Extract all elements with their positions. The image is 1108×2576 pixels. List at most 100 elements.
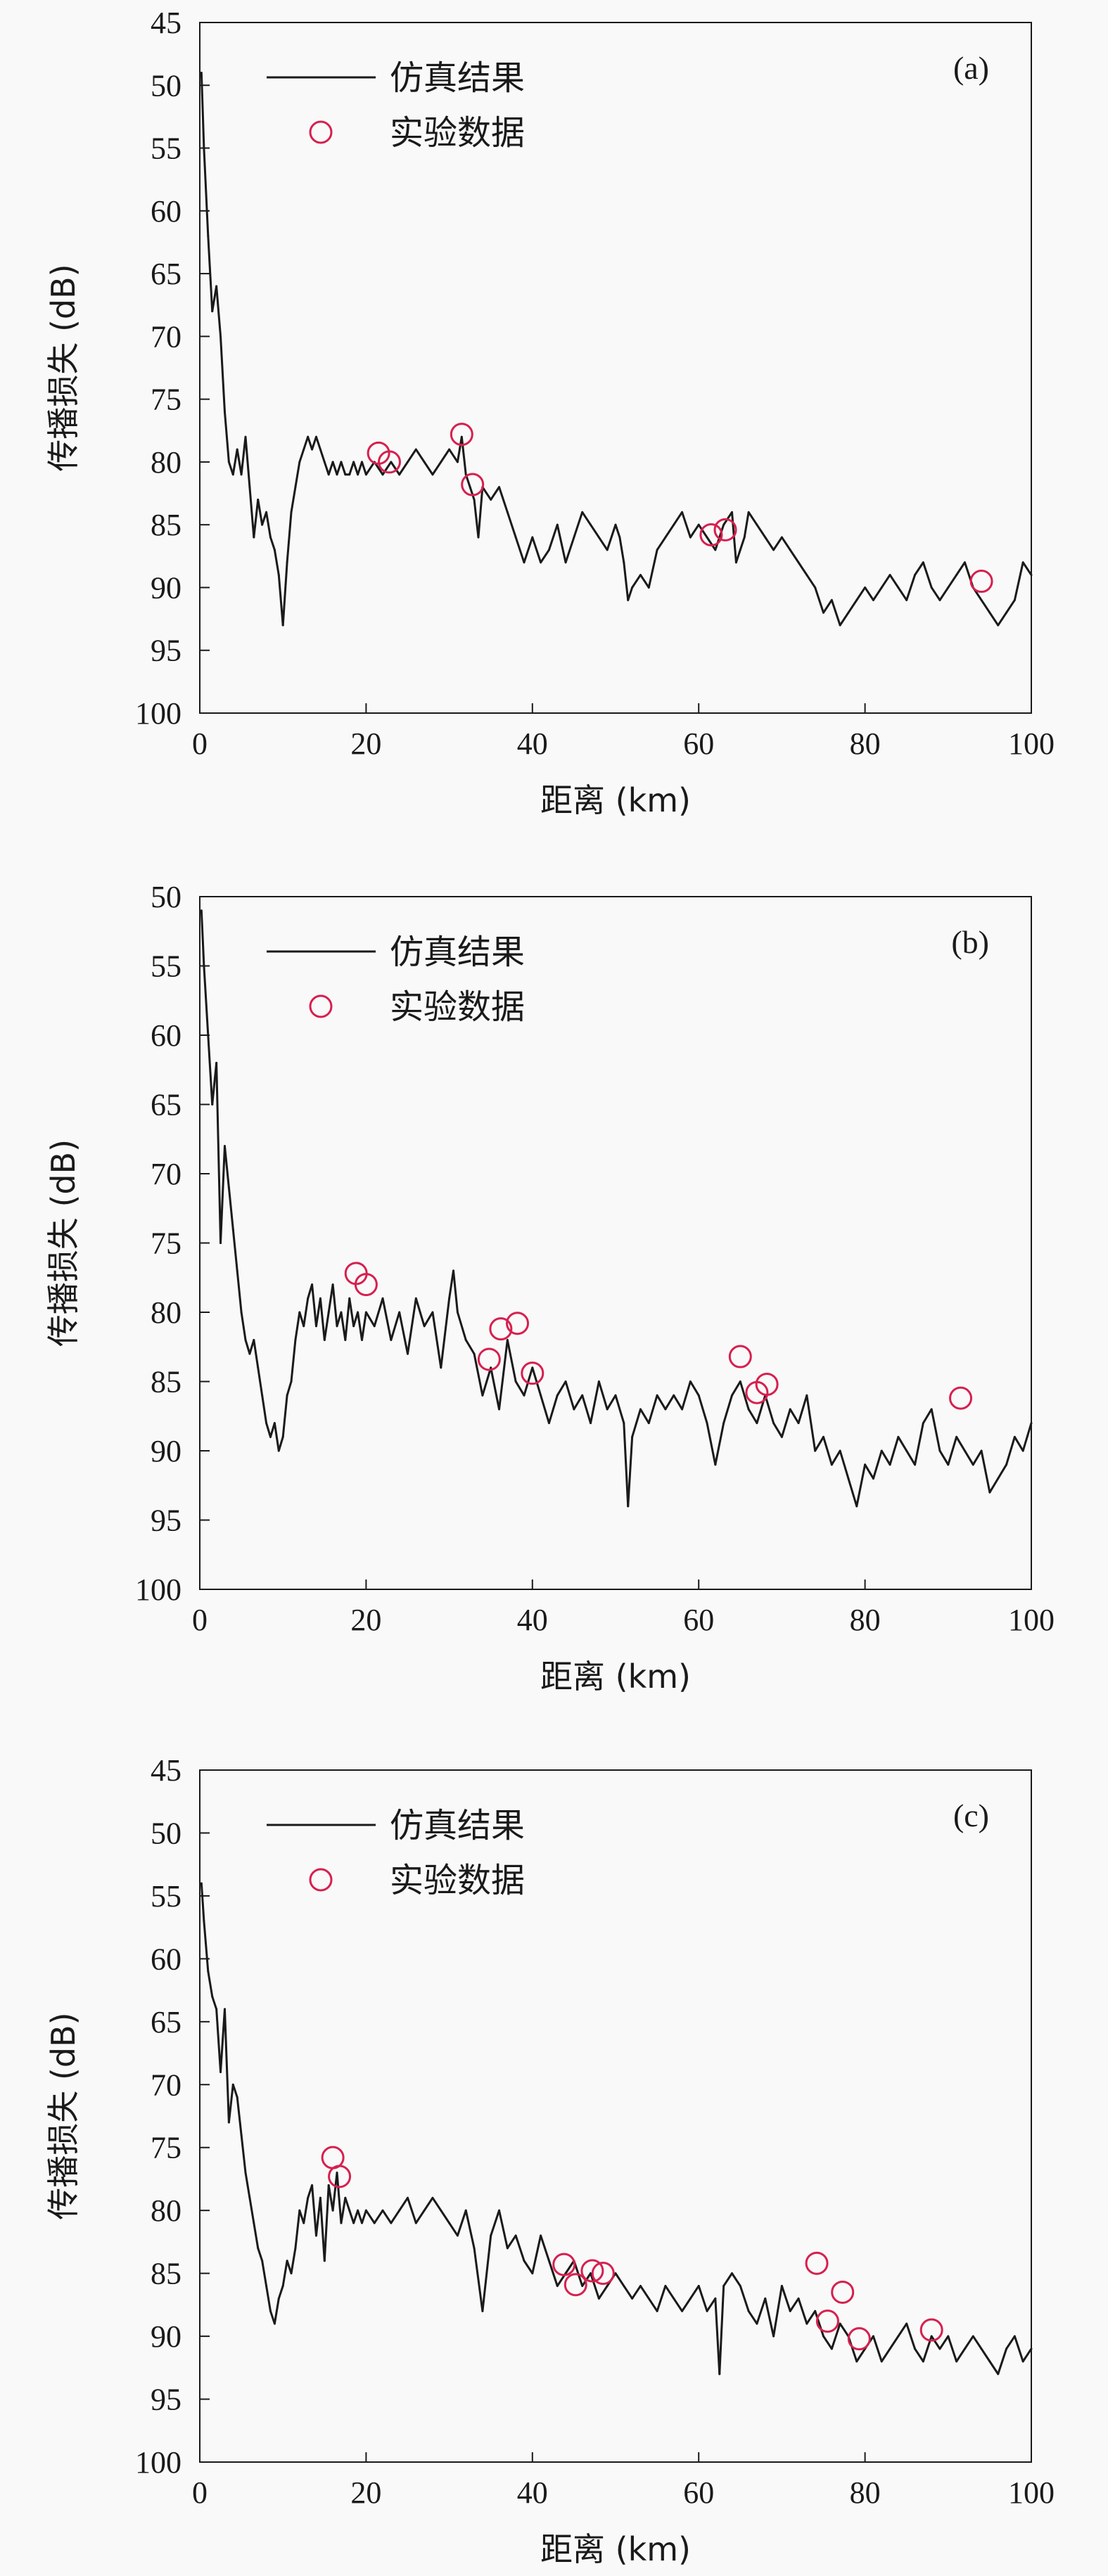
simulation-line-segment (340, 2196, 347, 2224)
simulation-line-segment (257, 1366, 264, 1397)
simulation-line-segment (1013, 1435, 1024, 1452)
y-tick-label: 70 (151, 319, 182, 354)
simulation-line-segment (440, 1297, 451, 1369)
simulation-line-segment (697, 1394, 708, 1425)
simulation-line-segment (689, 2285, 700, 2300)
simulation-line-segment (381, 2209, 393, 2224)
simulation-line-segment (697, 2285, 708, 2312)
simulation-line-segment (431, 1311, 442, 1369)
simulation-line-segment (839, 2322, 850, 2338)
simulation-line-segment (764, 2297, 775, 2338)
simulation-line-segment (257, 2247, 264, 2262)
simulation-line-segment (1021, 1422, 1033, 1452)
simulation-line-segment (498, 2209, 509, 2250)
simulation-line-segment (490, 486, 501, 501)
simulation-line-segment (281, 1394, 288, 1438)
simulation-line-segment (814, 2309, 824, 2338)
simulation-line-segment (227, 2083, 234, 2124)
simulation-line-segment (360, 1311, 367, 1341)
simulation-line-segment (743, 511, 750, 539)
simulation-line-segment (839, 611, 850, 627)
simulation-line-segment (830, 2322, 841, 2350)
x-tick-label: 80 (850, 1603, 881, 1637)
simulation-line-segment (547, 1394, 559, 1425)
experiment-data-point (699, 523, 723, 546)
simulation-line-segment (373, 2209, 384, 2224)
simulation-line-segment (963, 2335, 974, 2350)
experiment-data-point (969, 570, 993, 594)
simulation-line-segment (872, 2335, 883, 2363)
simulation-line-segment (514, 2234, 526, 2262)
simulation-line-segment (273, 2297, 280, 2325)
simulation-line-segment (897, 1435, 908, 1452)
simulation-line-segment (880, 574, 891, 589)
simulation-line-segment (606, 1394, 617, 1411)
simulation-line-segment (327, 2184, 334, 2212)
simulation-line-segment (747, 2309, 758, 2325)
simulation-line-segment (805, 574, 817, 589)
simulation-line-segment (631, 574, 642, 589)
experiment-data-point (354, 1273, 378, 1297)
x-axis-label: 距离 (km) (540, 2530, 691, 2568)
simulation-line-segment (219, 2008, 226, 2073)
simulation-line-segment (614, 523, 621, 539)
simulation-line-segment (344, 1297, 351, 1341)
simulation-line-segment (872, 1449, 883, 1480)
simulation-line-segment (456, 435, 463, 463)
simulation-line-segment (364, 461, 376, 476)
simulation-line-segment (706, 1422, 717, 1466)
simulation-line-segment (390, 1311, 401, 1341)
simulation-line-segment (336, 461, 343, 476)
simulation-line-segment (938, 586, 950, 601)
y-tick-label: 90 (151, 2319, 182, 2354)
y-tick-label: 70 (151, 2068, 182, 2102)
simulation-line-segment (364, 1311, 376, 1328)
simulation-line-segment (756, 2297, 767, 2325)
simulation-line-segment (407, 2196, 417, 2224)
simulation-line-segment (473, 2247, 484, 2312)
series-simulation (200, 909, 1033, 1508)
simulation-line-segment (231, 448, 238, 476)
simulation-line-segment (1021, 561, 1033, 577)
simulation-line-segment (722, 1394, 733, 1425)
simulation-line-segment (614, 2272, 625, 2288)
simulation-line-segment (323, 1311, 330, 1341)
x-tick-label: 20 (350, 1603, 381, 1637)
simulation-line-segment (772, 2285, 783, 2338)
simulation-line-segment (730, 2272, 741, 2288)
simulation-line-segment (265, 1422, 272, 1438)
simulation-line-segment (930, 1408, 941, 1452)
plot-frame (199, 1769, 1032, 2463)
simulation-line-segment (207, 1970, 214, 1998)
simulation-line-segment (423, 461, 434, 476)
simulation-line-segment (314, 435, 321, 451)
simulation-line-segment (897, 586, 908, 601)
x-tick-label: 40 (517, 2475, 548, 2510)
simulation-line-segment (414, 1297, 426, 1328)
simulation-line-segment (348, 2209, 355, 2224)
simulation-line-segment (207, 235, 214, 313)
simulation-line-segment (481, 2234, 492, 2312)
simulation-line-segment (627, 586, 634, 601)
simulation-line-segment (618, 536, 625, 564)
simulation-line-segment (623, 1422, 630, 1508)
simulation-line-segment (764, 1394, 775, 1425)
y-tick-label: 45 (151, 6, 182, 40)
experiment-data-point (461, 473, 485, 496)
experiment-data-point (949, 1386, 973, 1410)
simulation-line-segment (722, 2272, 733, 2288)
simulation-line-segment (311, 435, 317, 451)
simulation-line-segment (656, 536, 667, 551)
series-experiment (367, 423, 993, 594)
y-tick-label: 80 (151, 2193, 182, 2228)
simulation-line-segment (805, 1394, 817, 1452)
experiment-data-point (552, 2253, 576, 2276)
simulation-line-segment (597, 536, 609, 551)
series-simulation (200, 71, 1033, 627)
x-tick-label: 80 (850, 726, 881, 761)
simulation-line-segment (290, 1338, 297, 1383)
simulation-line-segment (540, 1394, 550, 1425)
simulation-line-segment (344, 2196, 351, 2212)
chart-panel-a: 0 20 40 60 80 100 45 50 55 60 65 70 75 80 85 90 95 100 距离 … (44, 6, 1055, 819)
simulation-line-segment (257, 498, 264, 526)
